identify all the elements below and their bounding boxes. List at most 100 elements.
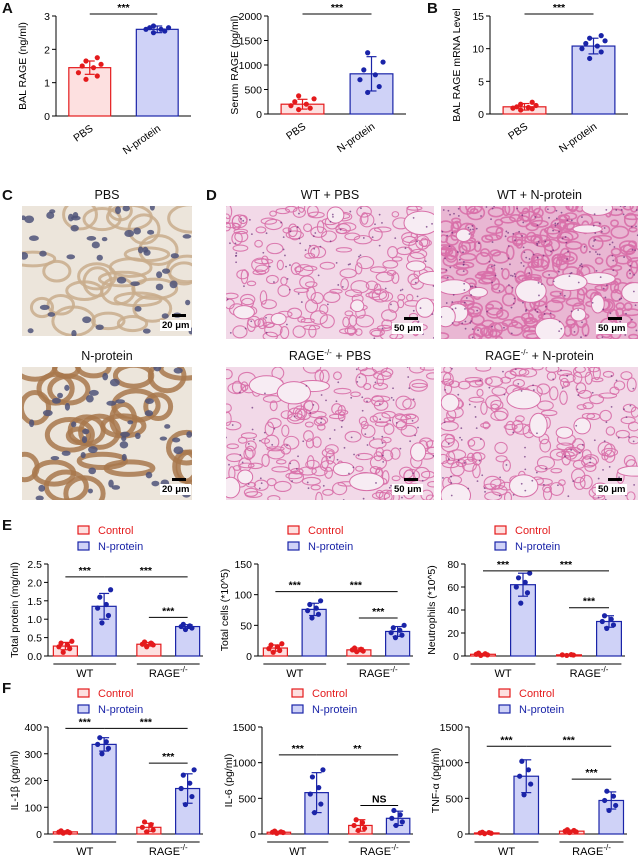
alveolar-wall xyxy=(550,467,563,474)
alveolar-wall xyxy=(483,475,502,491)
alveolar-wall xyxy=(360,212,369,225)
alveolar-wall xyxy=(541,270,559,280)
panel-label-d: D xyxy=(206,187,217,204)
alveolar-wall xyxy=(76,451,128,471)
alveolar-wall xyxy=(237,436,248,444)
y-tick-label: 10 xyxy=(472,44,484,56)
cell-nucleus xyxy=(481,474,484,477)
cell-nucleus xyxy=(457,207,460,210)
alveolar-wall xyxy=(281,424,290,437)
alveolar-wall xyxy=(441,248,452,255)
cell-nucleus xyxy=(121,453,127,461)
data-point xyxy=(58,828,64,834)
cell-nucleus xyxy=(540,283,543,286)
cell-nucleus xyxy=(632,290,635,293)
cell-nucleus xyxy=(474,416,477,418)
cell-nucleus xyxy=(358,255,360,258)
cell-nucleus xyxy=(392,399,395,401)
cell-nucleus xyxy=(461,322,464,325)
legend-label-nprotein: N-protein xyxy=(308,541,353,553)
cell-nucleus xyxy=(361,409,364,412)
alveolar-wall xyxy=(466,302,483,315)
cell-nucleus xyxy=(247,443,250,445)
alveolar-wall xyxy=(559,221,567,229)
cell-nucleus xyxy=(134,432,141,440)
cell-nucleus xyxy=(591,391,594,394)
cell-nucleus xyxy=(374,223,376,226)
cell-nucleus xyxy=(293,415,296,418)
cell-nucleus xyxy=(612,259,615,262)
alveolar-wall xyxy=(319,314,335,329)
alveolar-wall xyxy=(480,422,491,429)
cell-nucleus xyxy=(88,389,99,396)
alveolar-wall xyxy=(565,206,579,212)
alveolar-wall xyxy=(262,321,275,328)
cell-nucleus xyxy=(544,240,547,243)
cell-nucleus xyxy=(629,404,632,407)
significance-label: *** xyxy=(583,596,596,608)
alveolar-wall xyxy=(261,255,269,265)
he-image-wt-pbs: 50 μm xyxy=(226,206,434,339)
legend-label-nprotein: N-protein xyxy=(98,704,143,716)
alveolar-wall xyxy=(501,268,510,280)
cell-nucleus xyxy=(289,230,292,233)
scale-label: 20 μm xyxy=(160,320,192,331)
alveolar-wall xyxy=(489,249,502,257)
data-point xyxy=(189,793,195,800)
cell-nucleus xyxy=(536,224,539,227)
cell-nucleus xyxy=(317,274,320,277)
cell-nucleus xyxy=(604,296,607,299)
significance-label: *** xyxy=(117,2,130,14)
cell-nucleus xyxy=(524,489,527,492)
data-point xyxy=(103,601,109,608)
alveolar-wall xyxy=(629,206,638,213)
cell-nucleus xyxy=(262,251,265,254)
cell-nucleus xyxy=(625,312,627,315)
alveolar-wall xyxy=(243,447,254,461)
cell-nucleus xyxy=(556,223,559,225)
cell-nucleus xyxy=(235,254,238,257)
alveolar-wall xyxy=(370,329,383,338)
cell-nucleus xyxy=(507,231,510,234)
data-point xyxy=(525,767,532,773)
alveolar-wall xyxy=(371,491,391,500)
cell-nucleus xyxy=(611,254,614,257)
cell-nucleus xyxy=(305,384,308,387)
cell-nucleus xyxy=(399,447,402,450)
cell-nucleus xyxy=(485,206,488,208)
cell-nucleus xyxy=(417,426,419,429)
alveolar-wall xyxy=(579,243,588,254)
alveolar-wall xyxy=(571,468,586,484)
alveolar-wall xyxy=(615,302,625,311)
alveolar-wall xyxy=(382,259,399,269)
alveolar-wall xyxy=(605,426,616,436)
alveolar-wall xyxy=(575,382,587,394)
alveolar-wall xyxy=(304,252,316,259)
cell-nucleus xyxy=(635,225,637,228)
data-point xyxy=(486,829,492,836)
alveolar-wall xyxy=(300,317,315,324)
alveolar-wall xyxy=(565,318,576,326)
y-tick-label: 0 xyxy=(250,829,256,841)
chart-bal-rage-mrna: 0 5 10 15 BAL RAGE mRNA Level PBS N-protein *** xyxy=(451,2,628,155)
alveolar-wall xyxy=(620,371,633,381)
cell-nucleus xyxy=(475,227,478,230)
cell-nucleus xyxy=(101,236,108,242)
cell-nucleus xyxy=(597,477,600,480)
data-point xyxy=(380,59,386,65)
cell-nucleus xyxy=(353,453,355,456)
alveolar-wall xyxy=(419,367,434,371)
alveolar-wall xyxy=(333,387,352,395)
cell-nucleus xyxy=(559,292,562,295)
cell-nucleus xyxy=(537,240,540,243)
data-point xyxy=(139,824,145,830)
data-point xyxy=(320,767,326,773)
alveolar-wall xyxy=(273,480,292,492)
cell-nucleus xyxy=(604,498,607,500)
alveolar-wall xyxy=(280,443,292,455)
data-point xyxy=(180,621,186,627)
cell-nucleus xyxy=(623,408,625,411)
alveolar-wall xyxy=(306,206,319,218)
alveolar-wall xyxy=(558,373,576,383)
cell-nucleus xyxy=(490,265,493,268)
